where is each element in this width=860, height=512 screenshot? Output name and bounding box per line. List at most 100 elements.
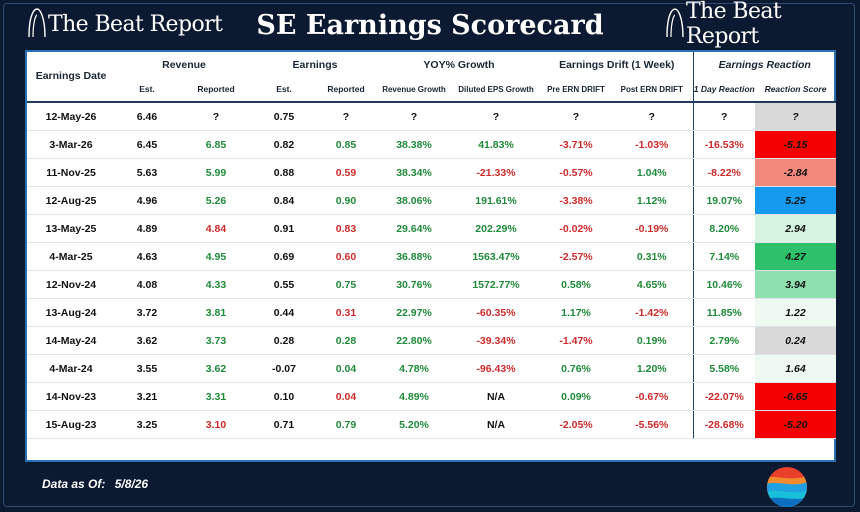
earn-est-cell: 0.71: [253, 410, 315, 439]
post-drift-cell: 0.31%: [611, 242, 693, 271]
rev-est-cell: 6.46: [115, 101, 179, 131]
reaction-score-cell: 4.27: [755, 242, 837, 271]
day1-reaction-cell: 10.46%: [692, 270, 755, 299]
earn-reported-cell: 0.85: [315, 130, 377, 159]
page-title: SE Earnings Scorecard: [256, 10, 604, 41]
reaction-score-cell: ?: [755, 101, 837, 131]
day1-reaction-cell: -8.22%: [692, 158, 755, 187]
earn-est-cell: -0.07: [253, 354, 315, 383]
eps-growth-cell: 1572.77%: [451, 270, 541, 299]
subheader-rev-est: Est.: [139, 84, 155, 94]
date-cell: 13-May-25: [27, 214, 115, 243]
post-drift-cell: 1.04%: [611, 158, 693, 187]
earn-reported-cell: 0.04: [315, 382, 377, 411]
day1-reaction-cell: 5.58%: [692, 354, 755, 383]
post-drift-cell: ?: [611, 101, 693, 131]
earn-est-cell: 0.88: [253, 158, 315, 187]
subheader-reaction-score: Reaction Score: [764, 84, 827, 94]
rev-est-cell: 6.45: [115, 130, 179, 159]
pre-drift-cell: ?: [541, 101, 611, 131]
table-row: 12-Aug-25 4.96 5.26 0.84 0.90 38.06% 191.61% -3…: [27, 186, 837, 215]
eps-growth-cell: -60.35%: [451, 298, 541, 327]
scorecard-table-container: Earnings Date Revenue Earnings YOY% Grow…: [25, 50, 837, 462]
table-row: 13-Aug-24 3.72 3.81 0.44 0.31 22.97% -60.35% 1.…: [27, 298, 837, 327]
revenue-growth-cell: 38.38%: [377, 130, 451, 159]
header-earnings-drift: Earnings Drift (1 Week): [559, 58, 675, 71]
page-frame: [3, 3, 855, 507]
pre-drift-cell: -0.02%: [541, 214, 611, 243]
earn-reported-cell: 0.83: [315, 214, 377, 243]
subheader-revenue-growth: Revenue Growth: [382, 84, 446, 94]
rev-est-cell: 4.08: [115, 270, 179, 299]
earn-est-cell: 0.10: [253, 382, 315, 411]
rev-reported-cell: 4.33: [179, 270, 253, 299]
earn-est-cell: 0.75: [253, 101, 315, 131]
date-cell: 15-Aug-23: [27, 410, 115, 439]
eps-growth-cell: N/A: [451, 410, 541, 439]
rev-est-cell: 4.63: [115, 242, 179, 271]
pre-drift-cell: -3.38%: [541, 186, 611, 215]
reaction-score-cell: 1.64: [755, 354, 837, 383]
eps-growth-cell: -39.34%: [451, 326, 541, 355]
scorecard-body: 12-May-26 6.46? 0.75??????? 3-Mar-26 6.45 6.8…: [27, 101, 837, 439]
waveform-circle-icon: [666, 8, 684, 37]
table-row: 3-Mar-26 6.45 6.85 0.82 0.85 38.38% 41.83% -3.7…: [27, 130, 837, 159]
day1-reaction-cell: 11.85%: [692, 298, 755, 327]
subheader-1day-reaction: 1 Day Reaction: [692, 77, 755, 102]
header-earnings: Earnings: [292, 58, 338, 71]
earn-est-cell: 0.28: [253, 326, 315, 355]
eps-growth-cell: 1563.47%: [451, 242, 541, 271]
date-cell: 12-Nov-24: [27, 270, 115, 299]
header-revenue: Revenue: [162, 58, 206, 71]
revenue-growth-cell: 4.78%: [377, 354, 451, 383]
rev-reported-cell: 3.73: [179, 326, 253, 355]
eps-growth-cell: N/A: [451, 382, 541, 411]
data-as-of-date: 5/8/26: [114, 477, 149, 491]
revenue-growth-cell: 38.06%: [377, 186, 451, 215]
subheader-rev-reported: Reported: [197, 84, 235, 94]
date-cell: 12-Aug-25: [27, 186, 115, 215]
pre-drift-cell: 0.76%: [541, 354, 611, 383]
rev-reported-cell: ?: [179, 101, 253, 131]
revenue-growth-cell: 29.64%: [377, 214, 451, 243]
waveform-circle-icon: [28, 8, 46, 38]
earn-reported-cell: 0.04: [315, 354, 377, 383]
post-drift-cell: -5.56%: [611, 410, 693, 439]
rev-est-cell: 3.72: [115, 298, 179, 327]
post-drift-cell: -1.42%: [611, 298, 693, 327]
earn-reported-cell: 0.60: [315, 242, 377, 271]
pre-drift-cell: -3.71%: [541, 130, 611, 159]
day1-reaction-cell: -16.53%: [692, 130, 755, 159]
earn-est-cell: 0.84: [253, 186, 315, 215]
data-as-of-label: Data as Of:: [42, 477, 106, 491]
reaction-score-cell: 3.94: [755, 270, 837, 299]
pre-drift-cell: -0.57%: [541, 158, 611, 187]
brand-logo-right: The Beat Report: [664, 0, 860, 49]
rev-est-cell: 3.25: [115, 410, 179, 439]
header-earnings-date: Earnings Date: [35, 70, 107, 82]
gradient-orb-logo-icon: [767, 467, 807, 507]
reaction-score-cell: 5.25: [755, 186, 837, 215]
table-row: 13-May-25 4.89 4.84 0.91 0.83 29.64% 202.29% -0…: [27, 214, 837, 243]
rev-reported-cell: 3.31: [179, 382, 253, 411]
date-cell: 14-Nov-23: [27, 382, 115, 411]
rev-est-cell: 5.63: [115, 158, 179, 187]
earn-est-cell: 0.91: [253, 214, 315, 243]
eps-growth-cell: ?: [451, 101, 541, 131]
post-drift-cell: 0.19%: [611, 326, 693, 355]
post-drift-cell: 1.20%: [611, 354, 693, 383]
table-row: 4-Mar-25 4.63 4.95 0.69 0.60 36.88% 1563.47% -2…: [27, 242, 837, 271]
data-as-of: Data as Of: 5/8/26: [42, 477, 148, 491]
earn-reported-cell: 0.79: [315, 410, 377, 439]
day1-reaction-cell: 19.07%: [692, 186, 755, 215]
revenue-growth-cell: 38.34%: [377, 158, 451, 187]
pre-drift-cell: -2.05%: [541, 410, 611, 439]
day1-reaction-cell: 7.14%: [692, 242, 755, 271]
earn-reported-cell: 0.28: [315, 326, 377, 355]
rev-reported-cell: 4.84: [179, 214, 253, 243]
subheader-post-drift: Post ERN DRIFT: [620, 84, 683, 94]
day1-reaction-cell: ?: [692, 101, 755, 131]
earn-reported-cell: 0.31: [315, 298, 377, 327]
earn-reported-cell: 0.59: [315, 158, 377, 187]
rev-est-cell: 4.96: [115, 186, 179, 215]
